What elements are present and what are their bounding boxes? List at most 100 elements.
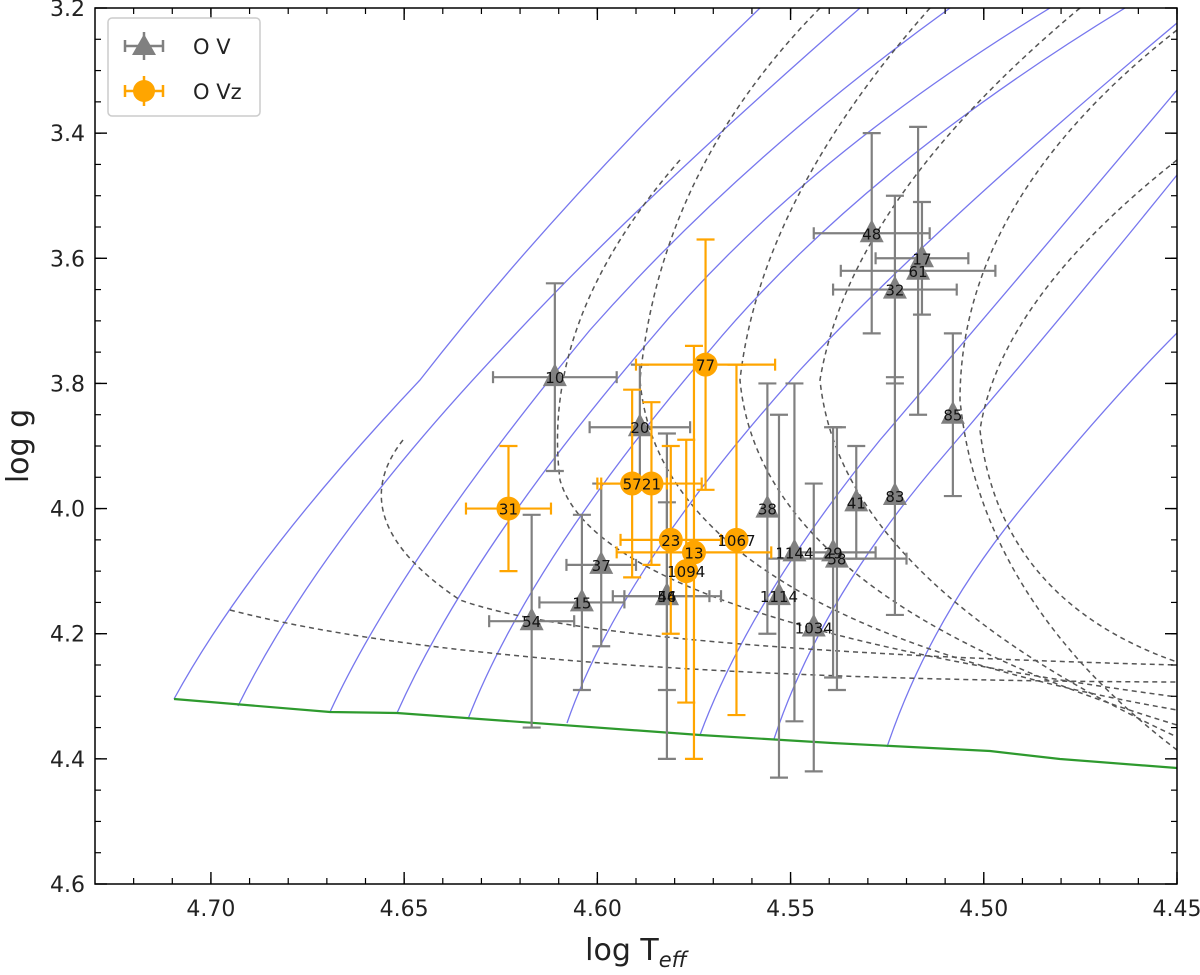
circle-marker <box>658 527 683 552</box>
y-tick-label: 4.0 <box>50 498 85 523</box>
point-label-23: 23 <box>661 532 680 550</box>
isochrones <box>229 8 1177 751</box>
data-point-ov-54 <box>488 513 576 729</box>
point-label-1144: 1144 <box>775 544 813 562</box>
isochrone-7 <box>959 29 1177 751</box>
track-2 <box>237 8 861 707</box>
x-tick-label: 4.45 <box>1153 897 1200 922</box>
point-label-37: 37 <box>592 557 611 575</box>
point-label-41: 41 <box>847 494 866 512</box>
y-axis-title: log g <box>1 409 36 483</box>
point-label-1034: 1034 <box>795 619 833 637</box>
circle-marker <box>639 471 664 496</box>
triangle-marker <box>882 482 907 506</box>
data-point-ov-10 <box>491 282 618 473</box>
circle-marker <box>693 352 718 377</box>
data-point-ov-38 <box>755 382 780 635</box>
isochrone-4 <box>639 8 1177 711</box>
point-label-10: 10 <box>545 369 564 387</box>
isochrone-3 <box>556 159 1177 698</box>
data-point-ovz-31 <box>464 444 553 573</box>
x-axis-title: log Teff <box>585 933 690 972</box>
triangle-marker <box>519 607 544 631</box>
isochrone-2 <box>229 609 1177 683</box>
evolutionary-tracks <box>173 8 1177 748</box>
data-point-ovz-1094 <box>674 438 699 704</box>
triangle-marker <box>654 582 679 606</box>
point-label-83: 83 <box>885 488 904 506</box>
triangle-marker <box>882 275 907 299</box>
triangle-marker <box>906 256 931 280</box>
point-label-56: 56 <box>657 588 676 606</box>
data-point-ovz-77 <box>634 238 777 491</box>
data-point-ov-85 <box>940 332 965 498</box>
legend-ov-marker <box>123 32 165 60</box>
y-tick-label: 3.4 <box>50 122 85 147</box>
data-point-ov-83 <box>882 376 907 617</box>
point-label-29: 29 <box>824 544 843 562</box>
point-label-54: 54 <box>522 613 541 631</box>
track-6 <box>566 22 1177 724</box>
track-1 <box>173 8 761 700</box>
isochrone-5 <box>739 8 1177 726</box>
triangle-marker <box>940 400 965 424</box>
track-7 <box>699 89 1177 736</box>
triangle-marker <box>766 582 791 606</box>
x-tick-label: 4.70 <box>186 897 235 922</box>
point-label-44: 44 <box>657 588 676 606</box>
point-label-1114: 1114 <box>760 588 798 606</box>
x-tick-label: 4.65 <box>380 897 429 922</box>
point-label-21: 21 <box>642 476 661 494</box>
data-point-ov-61 <box>839 125 997 416</box>
point-label-1067: 1067 <box>717 532 755 550</box>
track-9 <box>886 332 1177 748</box>
point-label-20: 20 <box>630 419 649 437</box>
triangle-marker <box>859 219 884 243</box>
data-points <box>464 125 997 779</box>
point-label-48: 48 <box>862 225 881 243</box>
point-label-38: 38 <box>758 501 777 519</box>
track-3 <box>329 8 951 713</box>
point-label-58: 58 <box>827 551 846 569</box>
circle-marker <box>496 496 521 521</box>
legend-ovz-marker <box>123 76 165 106</box>
triangle-marker <box>589 550 614 574</box>
track-8 <box>773 174 1177 740</box>
data-point-ovz-13 <box>615 344 773 760</box>
data-point-ov-15 <box>538 513 626 692</box>
triangle-marker <box>755 494 780 518</box>
triangle-marker <box>801 613 826 637</box>
theory-curves <box>173 8 1177 770</box>
triangle-marker <box>627 413 652 437</box>
data-point-ovz-23 <box>619 444 723 635</box>
y-tick-label: 3.2 <box>50 0 85 22</box>
point-label-1094: 1094 <box>667 563 705 581</box>
data-point-ov-37 <box>565 482 638 648</box>
plot-frame <box>94 7 1178 885</box>
isochrone-8 <box>979 159 1177 663</box>
data-point-ov-48 <box>812 132 931 335</box>
data-point-ov-1114 <box>766 413 791 779</box>
track-4 <box>396 8 1051 714</box>
point-label-15: 15 <box>572 594 591 612</box>
legend-ov-label: O V <box>193 35 231 59</box>
triangle-marker <box>824 544 849 568</box>
y-tick-label: 4.4 <box>50 748 85 773</box>
x-tick-label: 4.60 <box>573 897 622 922</box>
x-tick-label: 4.55 <box>766 897 815 922</box>
y-tick-label: 3.6 <box>50 247 85 272</box>
circle-marker <box>681 540 706 565</box>
point-label-17: 17 <box>912 250 931 268</box>
legend: O V O Vz <box>107 17 261 117</box>
track-5 <box>467 8 1126 720</box>
triangle-marker <box>844 488 869 512</box>
y-tick-label: 4.6 <box>50 873 85 898</box>
point-label-31: 31 <box>499 501 518 519</box>
point-label-32: 32 <box>885 282 904 300</box>
zams-line <box>173 697 1177 770</box>
triangle-marker <box>569 588 594 612</box>
x-axis-title-sub: eff <box>659 948 690 972</box>
data-point-ovz-1067 <box>724 363 749 717</box>
point-label-57: 57 <box>623 476 642 494</box>
